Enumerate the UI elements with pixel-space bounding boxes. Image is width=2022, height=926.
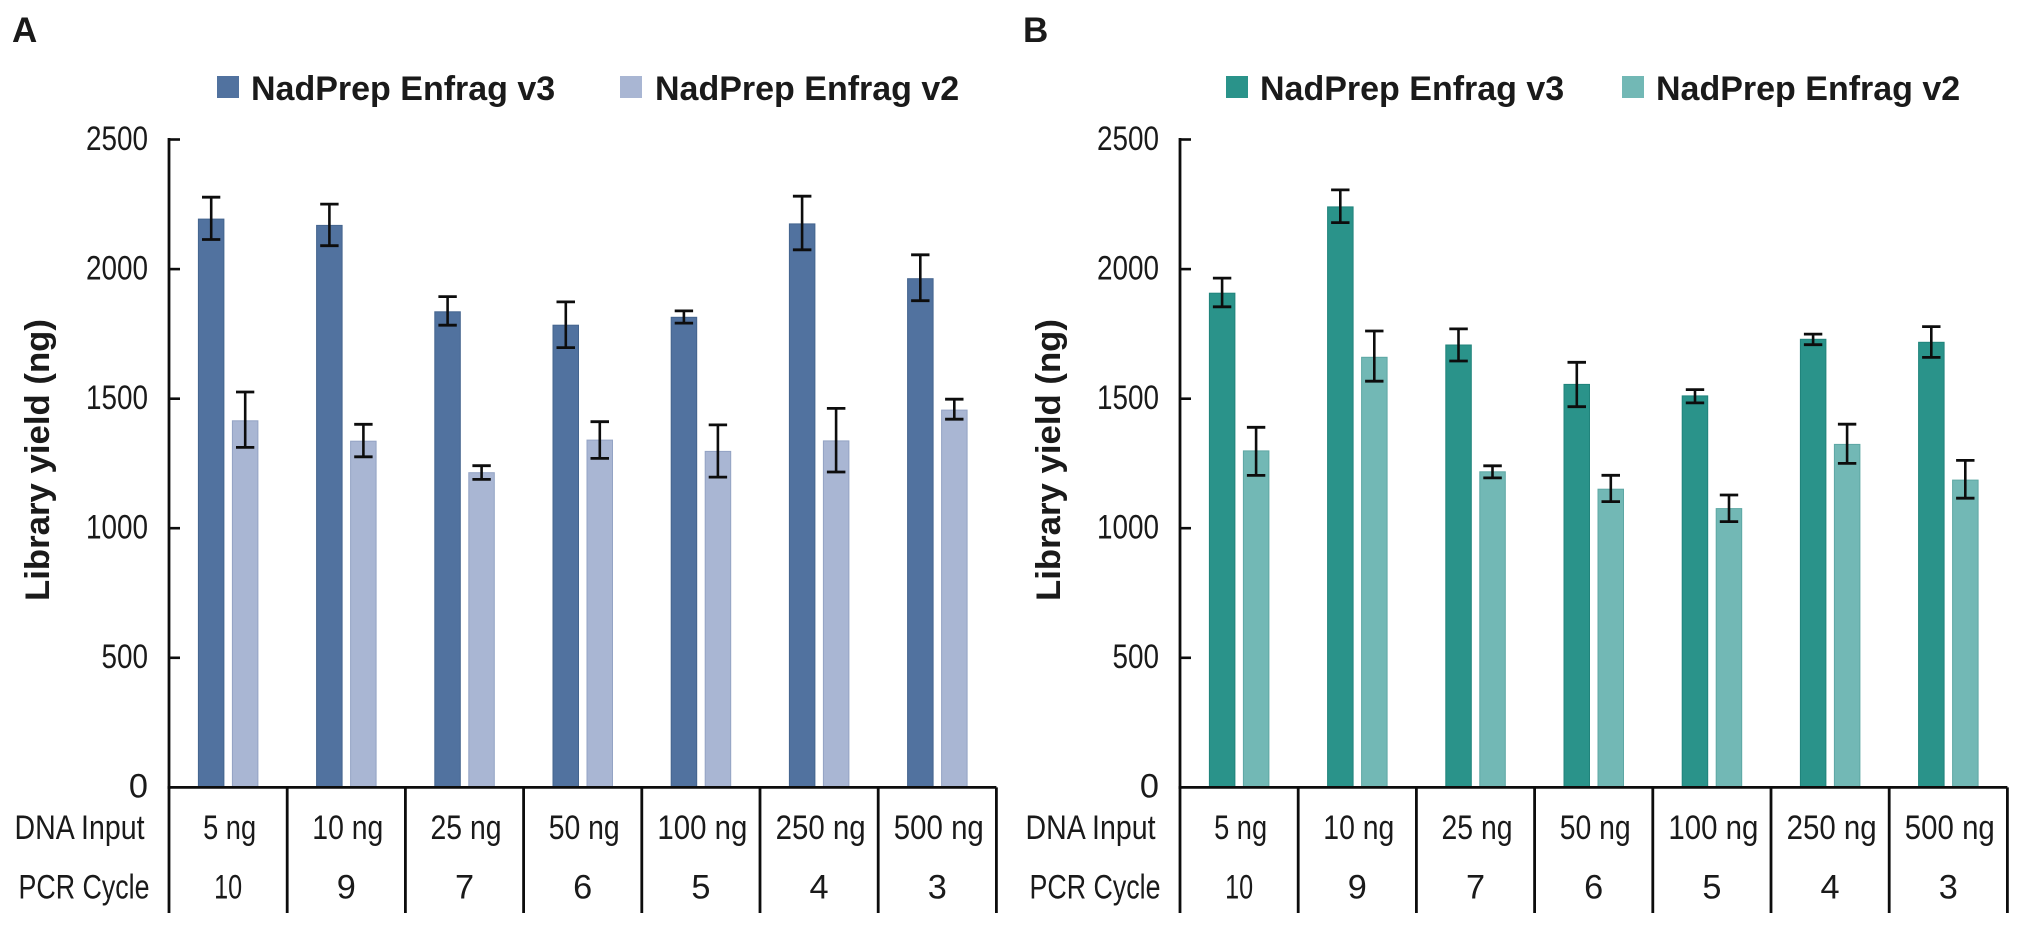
svg-text:250 ng: 250 ng	[776, 809, 866, 847]
svg-text:0: 0	[1140, 768, 1159, 806]
svg-text:3: 3	[928, 869, 947, 907]
svg-text:4: 4	[1821, 869, 1840, 907]
svg-text:500: 500	[1113, 638, 1160, 676]
svg-text:10 ng: 10 ng	[1323, 809, 1394, 847]
svg-text:PCR Cycle: PCR Cycle	[19, 869, 150, 907]
svg-text:9: 9	[337, 869, 356, 907]
svg-text:7: 7	[1466, 869, 1485, 907]
svg-text:Library yield (ng): Library yield (ng)	[19, 319, 57, 601]
svg-text:0: 0	[129, 768, 148, 806]
svg-text:DNA Input: DNA Input	[15, 809, 145, 847]
svg-text:2500: 2500	[1097, 120, 1159, 158]
svg-text:NadPrep Enfrag v3: NadPrep Enfrag v3	[1260, 70, 1564, 108]
svg-text:2000: 2000	[86, 249, 148, 287]
svg-text:3: 3	[1939, 869, 1958, 907]
svg-text:4: 4	[810, 869, 829, 907]
svg-text:1000: 1000	[86, 509, 148, 547]
svg-text:6: 6	[1584, 869, 1603, 907]
svg-text:1500: 1500	[86, 379, 148, 417]
svg-text:A: A	[12, 11, 37, 50]
svg-text:B: B	[1023, 11, 1048, 50]
svg-text:250 ng: 250 ng	[1787, 809, 1877, 847]
svg-text:100 ng: 100 ng	[1668, 809, 1758, 847]
svg-text:5: 5	[691, 869, 710, 907]
svg-text:500 ng: 500 ng	[894, 809, 984, 847]
svg-text:100 ng: 100 ng	[657, 809, 747, 847]
svg-text:10: 10	[1225, 869, 1253, 907]
svg-text:2000: 2000	[1097, 249, 1159, 287]
svg-text:NadPrep Enfrag v3: NadPrep Enfrag v3	[251, 70, 555, 108]
svg-text:1500: 1500	[1097, 379, 1159, 417]
svg-text:50 ng: 50 ng	[549, 809, 620, 847]
svg-text:50 ng: 50 ng	[1560, 809, 1631, 847]
svg-text:25 ng: 25 ng	[431, 809, 502, 847]
svg-text:5 ng: 5 ng	[203, 809, 256, 847]
svg-text:500 ng: 500 ng	[1905, 809, 1995, 847]
svg-text:PCR Cycle: PCR Cycle	[1030, 869, 1161, 907]
svg-text:10: 10	[214, 869, 242, 907]
svg-text:6: 6	[573, 869, 592, 907]
svg-text:500: 500	[102, 638, 149, 676]
svg-text:9: 9	[1348, 869, 1367, 907]
svg-text:5: 5	[1702, 869, 1721, 907]
svg-text:Library yield (ng): Library yield (ng)	[1030, 319, 1068, 601]
svg-text:10 ng: 10 ng	[312, 809, 383, 847]
svg-text:25 ng: 25 ng	[1442, 809, 1513, 847]
svg-text:2500: 2500	[86, 120, 148, 158]
svg-text:NadPrep Enfrag v2: NadPrep Enfrag v2	[655, 70, 959, 108]
svg-text:NadPrep Enfrag v2: NadPrep Enfrag v2	[1656, 70, 1960, 108]
svg-text:7: 7	[455, 869, 474, 907]
svg-text:DNA Input: DNA Input	[1026, 809, 1156, 847]
svg-text:1000: 1000	[1097, 509, 1159, 547]
svg-text:5 ng: 5 ng	[1214, 809, 1267, 847]
